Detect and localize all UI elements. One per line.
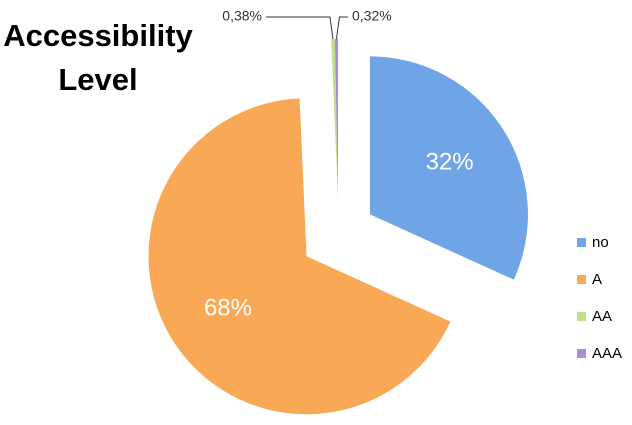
legend-swatch	[577, 238, 586, 247]
pie-slice	[334, 39, 338, 197]
pie-slice	[369, 56, 528, 280]
data-label: 68%	[204, 295, 252, 322]
legend-label: AA	[592, 308, 612, 325]
legend-swatch	[577, 312, 586, 321]
data-label: 0,38%	[222, 8, 262, 24]
leader-line	[266, 16, 334, 40]
chart-title: Accessibility Level	[3, 18, 193, 97]
legend-swatch	[577, 349, 586, 358]
legend-label: AAA	[592, 345, 622, 362]
data-label: 32%	[426, 148, 474, 175]
legend-swatch	[577, 275, 586, 284]
legend-label: A	[592, 271, 602, 288]
pie-slice	[148, 98, 451, 415]
pie-slice	[331, 39, 338, 197]
leader-line	[335, 16, 348, 40]
legend-label: no	[592, 234, 609, 251]
data-label: 0,32%	[352, 8, 392, 24]
